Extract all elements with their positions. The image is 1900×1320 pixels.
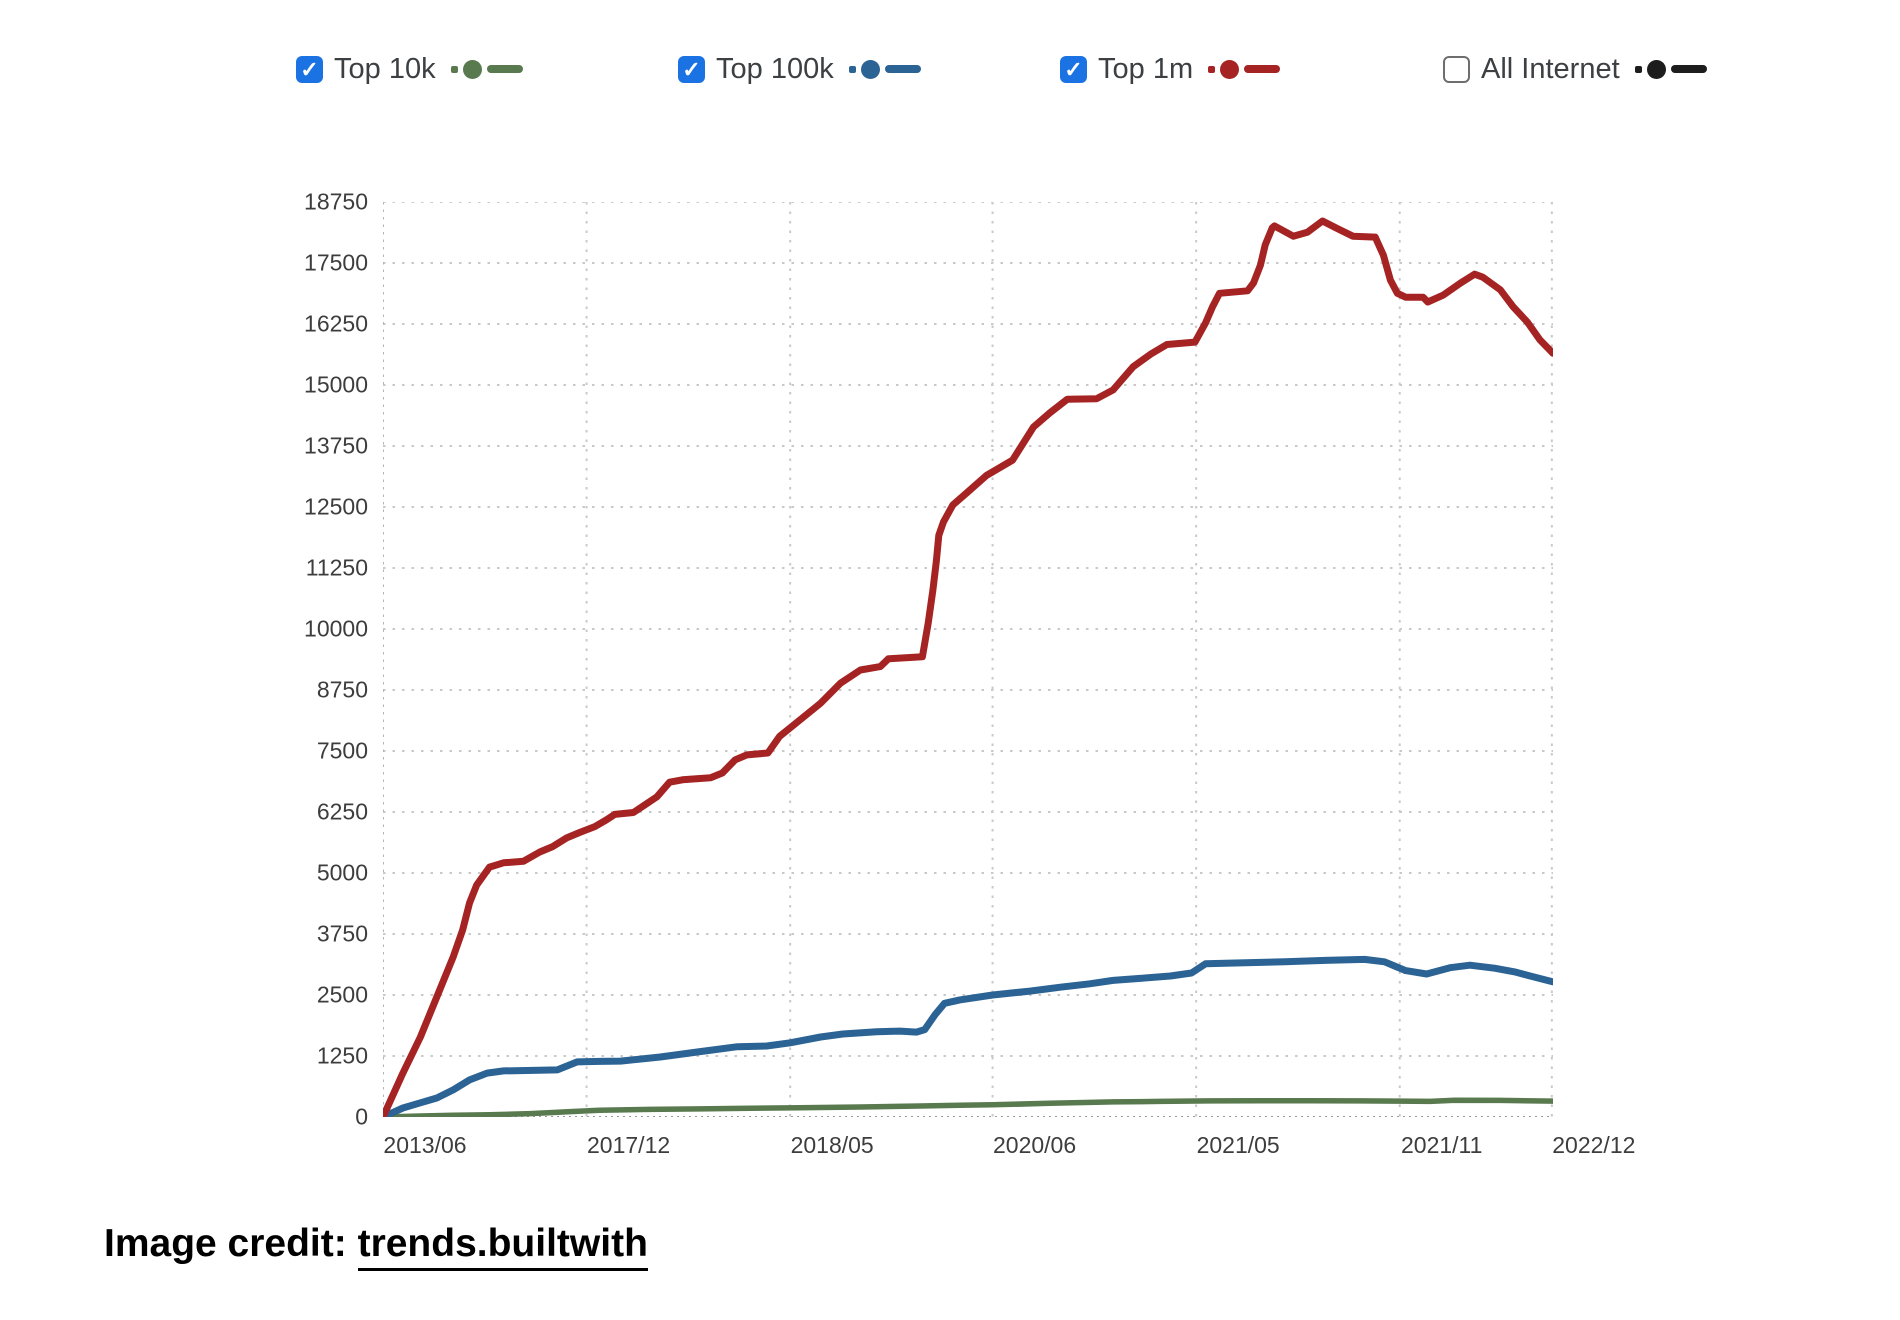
legend-item-top-1m[interactable]: Top 1m bbox=[1060, 52, 1281, 86]
x-tick-label: 2021/05 bbox=[1196, 1132, 1280, 1158]
x-tick-label: 2022/12 bbox=[1552, 1132, 1636, 1158]
marker-small-dot bbox=[1208, 65, 1216, 73]
marker-small-dot bbox=[848, 65, 856, 73]
y-tick-label: 17500 bbox=[304, 249, 368, 276]
series-line-top-100k bbox=[379, 955, 1557, 1121]
x-tick-label: 2018/05 bbox=[790, 1132, 874, 1158]
legend-label: Top 10k bbox=[334, 52, 436, 85]
y-tick-label: 6250 bbox=[316, 798, 368, 825]
y-tick-label: 1250 bbox=[316, 1042, 368, 1069]
top-100k-checkbox[interactable] bbox=[678, 55, 705, 83]
y-tick-label: 7500 bbox=[316, 737, 368, 764]
series-marker-icon bbox=[450, 59, 523, 79]
marker-dash bbox=[884, 65, 921, 73]
credit-prefix: Image credit: bbox=[104, 1222, 358, 1265]
marker-big-dot bbox=[860, 59, 880, 79]
all-internet-checkbox[interactable] bbox=[1443, 55, 1470, 83]
y-tick-label: 10000 bbox=[304, 615, 368, 642]
y-tick-label: 16250 bbox=[304, 310, 368, 337]
chart-plot-area bbox=[379, 201, 1557, 1121]
legend-label: Top 1m bbox=[1098, 52, 1194, 85]
series-marker-icon bbox=[1208, 59, 1281, 79]
x-tick-label: 2013/06 bbox=[383, 1132, 467, 1158]
image-credit: Image credit: trends.builtwith bbox=[104, 1222, 648, 1271]
series-line-top-10k bbox=[380, 1097, 1556, 1120]
top-10k-checkbox[interactable] bbox=[296, 55, 323, 83]
legend-item-top-10k[interactable]: Top 10k bbox=[296, 52, 523, 86]
marker-big-dot bbox=[462, 59, 482, 79]
legend-item-all-internet[interactable]: All Internet bbox=[1443, 52, 1707, 86]
y-tick-label: 18750 bbox=[304, 188, 368, 215]
y-tick-label: 11250 bbox=[305, 554, 368, 581]
y-tick-label: 8750 bbox=[316, 676, 368, 703]
y-tick-label: 13750 bbox=[304, 432, 368, 459]
y-tick-label: 5000 bbox=[316, 859, 368, 886]
x-tick-label: 2017/12 bbox=[587, 1132, 671, 1158]
series-line-top-1m bbox=[379, 217, 1557, 1121]
marker-small-dot bbox=[450, 65, 458, 73]
y-tick-label: 15000 bbox=[304, 371, 368, 398]
x-tick-label: 2020/06 bbox=[992, 1132, 1077, 1158]
y-tick-label: 2500 bbox=[316, 981, 368, 1008]
legend-label: Top 100k bbox=[716, 52, 834, 85]
series-marker-icon bbox=[1634, 59, 1707, 79]
legend-label: All Internet bbox=[1481, 52, 1620, 85]
line-chart bbox=[379, 201, 1557, 1121]
marker-dash bbox=[486, 65, 523, 73]
series-marker-icon bbox=[848, 59, 921, 79]
y-tick-label: 12500 bbox=[304, 493, 368, 520]
legend-item-top-100k[interactable]: Top 100k bbox=[678, 52, 921, 86]
x-tick-label: 2021/11 bbox=[1401, 1132, 1483, 1158]
marker-dash bbox=[1244, 65, 1281, 73]
credit-link[interactable]: trends.builtwith bbox=[357, 1222, 648, 1271]
marker-big-dot bbox=[1220, 59, 1240, 79]
marker-dash bbox=[1670, 65, 1707, 73]
y-tick-label: 3750 bbox=[316, 920, 368, 947]
y-tick-label: 0 bbox=[355, 1103, 368, 1130]
top-1m-checkbox[interactable] bbox=[1060, 55, 1087, 83]
marker-small-dot bbox=[1634, 65, 1642, 73]
marker-big-dot bbox=[1646, 59, 1666, 79]
